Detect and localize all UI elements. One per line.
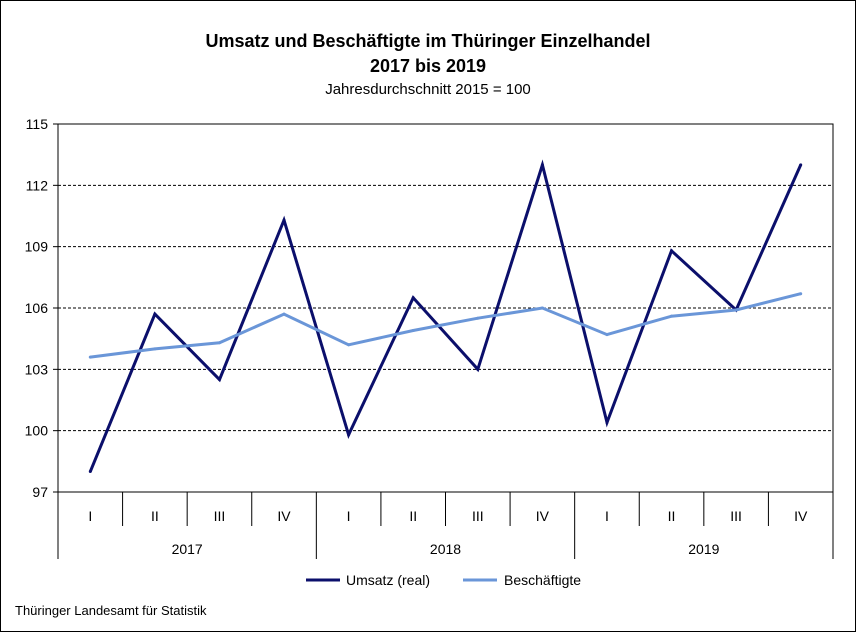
series-line-beschaeftigte [90, 292, 802, 359]
data-point [540, 306, 544, 310]
y-tick-label: 100 [25, 423, 49, 439]
data-point [605, 420, 609, 424]
data-point [347, 343, 351, 347]
data-point [217, 378, 221, 382]
data-point [799, 292, 803, 296]
data-point [88, 470, 92, 474]
x-tick-label: IV [277, 508, 291, 524]
legend-label: Umsatz (real) [346, 572, 430, 588]
x-tick-label: I [605, 508, 609, 524]
data-point [734, 308, 738, 312]
chart-subtitle: Jahresdurchschnitt 2015 = 100 [325, 81, 531, 98]
y-tick-label: 115 [26, 116, 49, 132]
year-label: 2019 [688, 541, 719, 557]
data-point [88, 355, 92, 359]
data-point [670, 314, 674, 318]
data-point [282, 312, 286, 316]
legend-label: Beschäftigte [504, 572, 581, 588]
data-point [217, 341, 221, 345]
data-point [540, 163, 544, 167]
data-point [670, 249, 674, 253]
x-tick-label: II [409, 508, 417, 524]
y-tick-label: 109 [25, 239, 49, 255]
x-tick-label: IV [536, 508, 550, 524]
data-point [153, 312, 157, 316]
x-tick-label: II [151, 508, 159, 524]
data-point [411, 296, 415, 300]
data-point [476, 367, 480, 371]
year-label: 2018 [430, 541, 461, 557]
y-tick-label: 103 [25, 361, 49, 377]
data-point [476, 316, 480, 320]
source-note: Thüringer Landesamt für Statistik [15, 603, 207, 618]
data-point [282, 218, 286, 222]
data-point [347, 433, 351, 437]
x-tick-label: I [88, 508, 92, 524]
x-tick-label: IV [794, 508, 808, 524]
y-tick-label: 97 [32, 484, 48, 500]
y-tick-label: 106 [25, 300, 49, 316]
data-point [411, 328, 415, 332]
series-line-umsatz [88, 159, 803, 473]
data-point [605, 333, 609, 337]
x-tick-label: III [472, 508, 484, 524]
y-tick-label: 112 [26, 177, 49, 193]
x-tick-label: I [347, 508, 351, 524]
x-tick-label: III [730, 508, 742, 524]
data-point [799, 163, 803, 167]
x-tick-label: II [668, 508, 676, 524]
data-point [153, 347, 157, 351]
x-tick-label: III [214, 508, 226, 524]
chart-title: Umsatz und Beschäftigte im Thüringer Ein… [205, 31, 651, 51]
year-label: 2017 [172, 541, 203, 557]
chart-title-years: 2017 bis 2019 [369, 56, 487, 76]
